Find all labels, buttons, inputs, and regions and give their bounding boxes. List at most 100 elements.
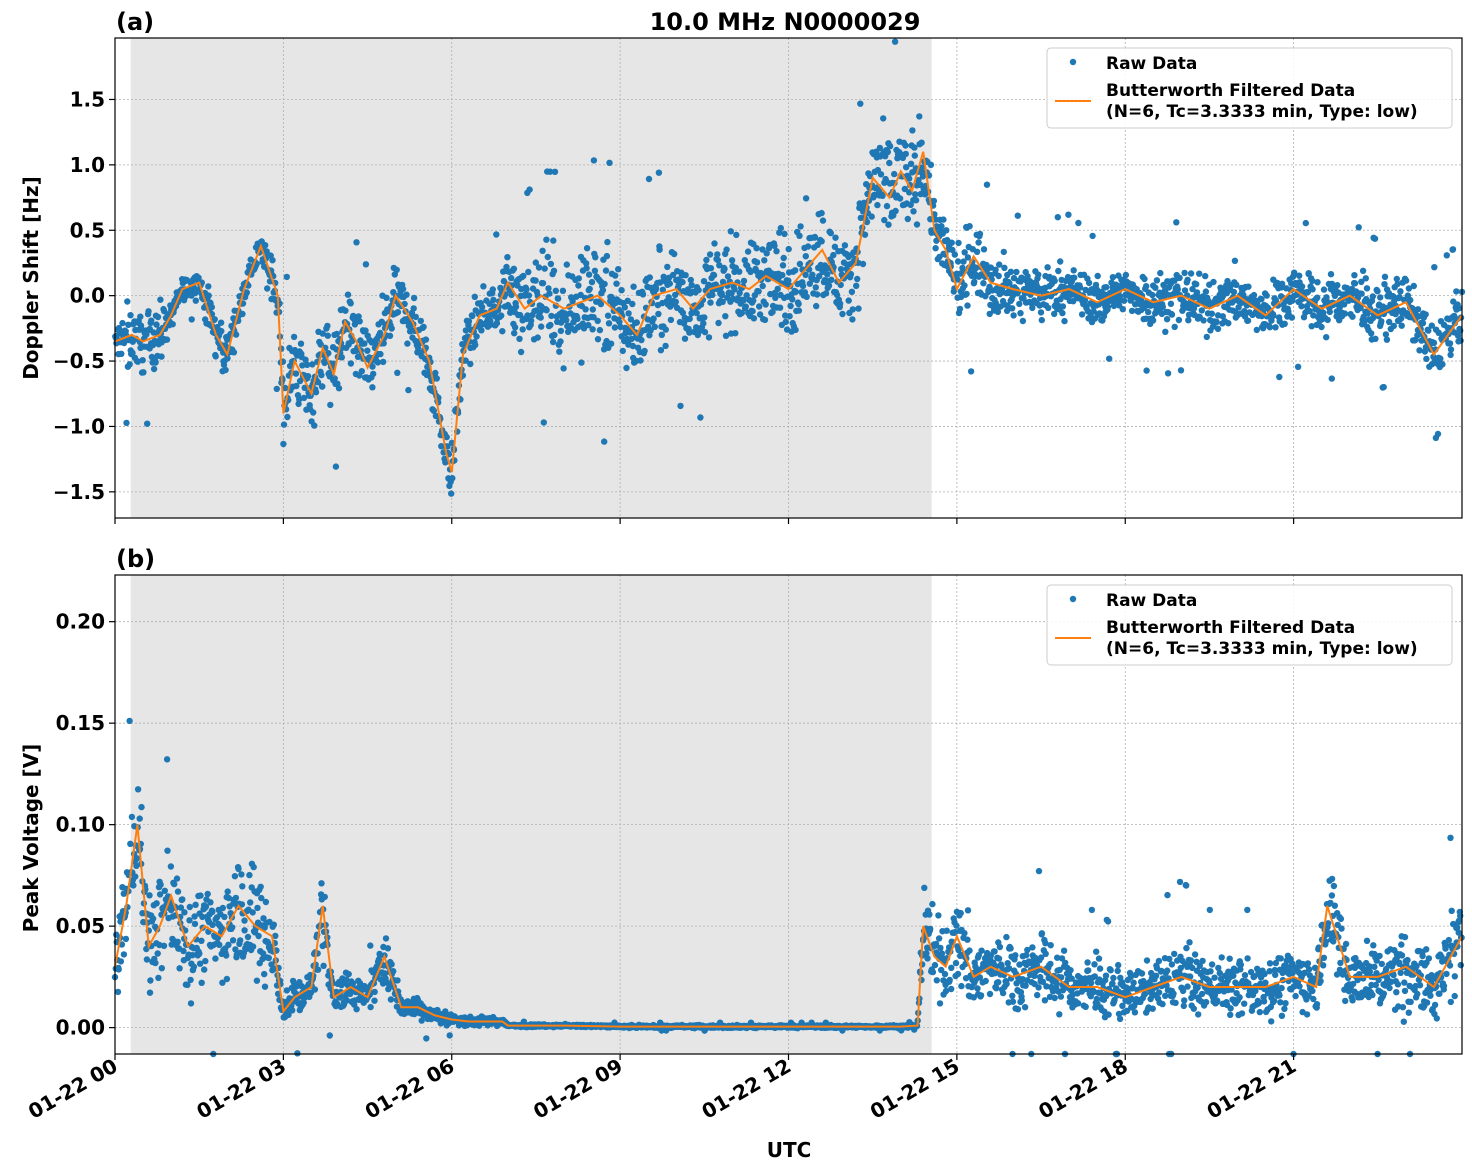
- raw-data-point: [971, 278, 978, 285]
- raw-data-point: [607, 340, 615, 347]
- raw-data-point: [517, 348, 525, 356]
- raw-data-point: [478, 327, 485, 334]
- raw-data-point: [686, 315, 693, 323]
- raw-data-point: [1241, 972, 1249, 979]
- raw-data-point: [886, 159, 893, 167]
- raw-data-point: [232, 331, 240, 338]
- raw-data-point: [124, 298, 131, 305]
- raw-data-point: [247, 899, 254, 906]
- raw-data-point: [1237, 961, 1245, 968]
- raw-data-point: [153, 900, 160, 907]
- raw-data-point: [792, 326, 799, 334]
- raw-data-point: [1202, 288, 1210, 295]
- raw-data-point: [1278, 984, 1285, 992]
- raw-data-point: [1311, 964, 1319, 971]
- raw-data-point: [828, 276, 835, 283]
- raw-data-point: [796, 260, 804, 268]
- raw-data-point: [986, 990, 994, 998]
- raw-data-point: [1314, 294, 1321, 301]
- raw-data-point: [982, 977, 989, 985]
- raw-data-point: [780, 254, 787, 262]
- raw-data-point: [931, 961, 939, 969]
- raw-data-point: [1074, 1000, 1082, 1007]
- raw-data-point: [297, 340, 305, 347]
- raw-data-point: [265, 954, 272, 962]
- raw-data-point: [876, 144, 884, 152]
- raw-data-point: [601, 280, 608, 288]
- raw-data-point: [761, 257, 768, 264]
- raw-data-point: [557, 327, 565, 335]
- raw-data-point: [289, 1007, 296, 1014]
- raw-data-point: [537, 314, 544, 321]
- raw-data-point: [974, 985, 981, 992]
- raw-data-point: [541, 265, 548, 272]
- panel-a-filtered-line: [114, 151, 1463, 473]
- raw-data-point: [253, 977, 261, 984]
- raw-data-point: [1059, 309, 1066, 317]
- raw-data-point: [1016, 300, 1023, 308]
- raw-data-point: [204, 890, 211, 898]
- raw-data-point: [1037, 309, 1045, 316]
- raw-data-point: [954, 258, 962, 265]
- raw-data-point: [619, 312, 626, 320]
- raw-data-point: [198, 937, 205, 944]
- raw-data-point: [669, 271, 677, 279]
- raw-data-point: [1171, 950, 1178, 958]
- raw-data-point: [524, 312, 531, 319]
- raw-data-point: [903, 164, 910, 171]
- raw-data-point: [177, 904, 185, 911]
- raw-data-point: [1437, 355, 1444, 362]
- raw-data-point: [370, 370, 377, 378]
- raw-data-point: [750, 297, 757, 304]
- raw-data-point: [380, 358, 387, 366]
- raw-data-point: [136, 815, 143, 822]
- raw-data-point: [991, 948, 998, 955]
- raw-data-point: [1281, 320, 1288, 327]
- raw-data-point: [148, 317, 155, 324]
- raw-data-point: [1229, 299, 1236, 306]
- raw-data-point: [892, 207, 899, 215]
- raw-data-point: [1081, 297, 1089, 304]
- raw-data-point: [1446, 340, 1454, 347]
- raw-data-point: [847, 270, 855, 278]
- raw-data-point: [709, 291, 716, 299]
- raw-data-point: [891, 170, 898, 178]
- raw-data-point: [1054, 214, 1062, 221]
- raw-data-point: [951, 251, 958, 258]
- raw-data-point: [1029, 944, 1036, 951]
- raw-data-point: [1386, 318, 1393, 326]
- raw-data-point: [349, 337, 356, 345]
- raw-data-point: [1263, 292, 1270, 299]
- raw-data-point: [1296, 983, 1303, 990]
- raw-data-point: [237, 937, 244, 944]
- raw-data-point: [508, 291, 515, 299]
- raw-data-point: [913, 221, 921, 228]
- raw-data-point: [212, 955, 219, 962]
- raw-data-point: [246, 871, 253, 879]
- raw-data-point: [321, 893, 328, 901]
- raw-data-point: [345, 970, 352, 978]
- raw-data-point: [706, 251, 714, 258]
- raw-data-point: [465, 318, 473, 325]
- raw-data-point: [594, 317, 601, 325]
- raw-data-point: [774, 285, 781, 293]
- raw-data-point: [787, 302, 794, 310]
- raw-data-point: [153, 321, 160, 328]
- figure-title: 10.0 MHz N0000029: [650, 8, 921, 36]
- raw-data-point: [503, 263, 510, 271]
- raw-data-point: [176, 965, 183, 972]
- raw-data-point: [190, 963, 198, 970]
- raw-data-point: [511, 324, 519, 331]
- raw-data-point: [546, 168, 554, 175]
- raw-data-point: [499, 328, 506, 335]
- raw-data-point: [181, 909, 188, 916]
- raw-data-point: [756, 303, 763, 310]
- raw-data-point: [1114, 967, 1121, 975]
- raw-data-point: [1288, 314, 1296, 321]
- raw-data-point: [904, 215, 911, 223]
- raw-data-point: [154, 313, 162, 321]
- raw-data-point: [473, 333, 480, 340]
- raw-data-point: [361, 340, 368, 347]
- raw-data-point: [715, 319, 722, 327]
- raw-data-point: [866, 172, 874, 180]
